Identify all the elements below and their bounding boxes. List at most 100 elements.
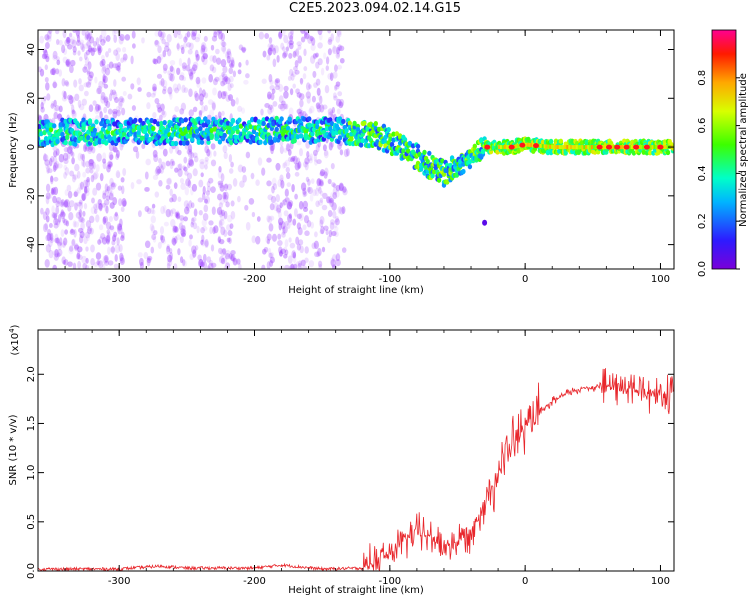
noise-speck: [100, 38, 106, 46]
noise-speck: [294, 193, 298, 200]
noise-speck: [58, 39, 63, 46]
noise-speck: [60, 229, 65, 238]
band-cell: [376, 126, 382, 132]
noise-speck: [118, 101, 123, 110]
noise-speck: [317, 42, 323, 49]
noise-speck: [282, 162, 286, 169]
noise-speck: [69, 150, 74, 156]
noise-speck: [296, 157, 301, 164]
noise-speck: [283, 34, 289, 44]
noise-speck: [290, 30, 294, 36]
noise-speck: [237, 195, 241, 203]
noise-speck: [74, 202, 78, 211]
noise-speck: [232, 70, 237, 78]
noise-speck: [46, 93, 51, 101]
noise-speck: [61, 242, 66, 248]
band-cell: [461, 161, 466, 167]
noise-speck: [275, 162, 281, 171]
noise-speck: [63, 218, 68, 226]
noise-speck: [52, 212, 58, 219]
noise-speck: [228, 237, 232, 244]
noise-speck: [188, 42, 194, 51]
noise-speck: [152, 149, 158, 158]
noise-speck: [332, 183, 337, 189]
noise-speck: [293, 208, 298, 217]
noise-speck: [86, 176, 90, 183]
noise-speck: [303, 215, 310, 224]
noise-speck: [137, 87, 142, 92]
noise-speck: [160, 206, 165, 215]
band-core: [501, 145, 505, 150]
noise-speck: [53, 176, 59, 182]
noise-speck: [313, 82, 318, 88]
noise-speck: [230, 161, 234, 168]
noise-speck: [166, 244, 171, 250]
noise-speck: [189, 71, 194, 80]
noise-speck: [296, 243, 301, 251]
noise-speck: [102, 192, 107, 200]
band-cell: [180, 118, 185, 124]
noise-speck: [331, 182, 336, 188]
noise-speck: [223, 151, 228, 160]
noise-speck: [220, 32, 226, 42]
band-cell: [194, 128, 200, 134]
noise-speck: [279, 249, 283, 258]
noise-speck: [206, 265, 211, 269]
noise-speck: [86, 69, 91, 75]
band-cell: [307, 116, 312, 122]
noise-speck: [56, 241, 63, 247]
noise-speck: [286, 201, 293, 210]
noise-speck: [269, 215, 275, 221]
colorbar-tick-label: 0.8: [697, 70, 708, 86]
noise-speck: [269, 84, 275, 91]
band-core: [662, 145, 666, 150]
noise-speck: [86, 227, 92, 235]
noise-speck: [286, 39, 292, 48]
band-cell: [526, 136, 531, 142]
noise-speck: [183, 166, 188, 172]
band-cell: [285, 125, 291, 131]
noise-speck: [97, 260, 104, 269]
noise-speck: [162, 63, 168, 72]
noise-speck: [202, 261, 208, 269]
noise-speck: [44, 222, 49, 231]
noise-speck: [220, 59, 227, 68]
noise-speck: [230, 58, 235, 67]
noise-speck: [207, 99, 214, 105]
noise-speck: [218, 165, 222, 173]
noise-speck: [272, 183, 278, 191]
band-cell: [406, 148, 411, 154]
noise-speck: [119, 257, 125, 265]
band-peak: [533, 143, 539, 149]
noise-speck: [289, 35, 294, 42]
noise-speck: [116, 109, 121, 117]
noise-speck: [211, 102, 216, 111]
noise-speck: [158, 163, 163, 169]
noise-speck: [105, 205, 109, 214]
band-cell: [159, 120, 164, 127]
noise-speck: [268, 223, 274, 232]
noise-speck: [171, 236, 176, 243]
noise-speck: [322, 192, 328, 200]
noise-speck: [113, 79, 117, 87]
noise-speck: [227, 82, 232, 92]
noise-speck: [262, 50, 267, 58]
noise-speck: [53, 253, 59, 261]
noise-speck: [52, 81, 58, 89]
noise-speck: [92, 161, 96, 170]
noise-speck: [44, 34, 50, 41]
noise-speck: [296, 92, 302, 98]
noise-speck: [165, 184, 171, 190]
noise-speck: [292, 83, 296, 89]
noise-speck: [55, 56, 60, 62]
band-cell: [183, 117, 188, 123]
noise-speck: [62, 56, 68, 64]
noise-speck: [184, 186, 190, 196]
band-cell: [631, 150, 637, 156]
band-core: [577, 145, 580, 150]
noise-speck: [332, 187, 338, 195]
band-cell: [425, 158, 430, 165]
noise-speck: [281, 231, 286, 238]
noise-speck: [276, 55, 280, 63]
noise-speck: [338, 182, 344, 191]
